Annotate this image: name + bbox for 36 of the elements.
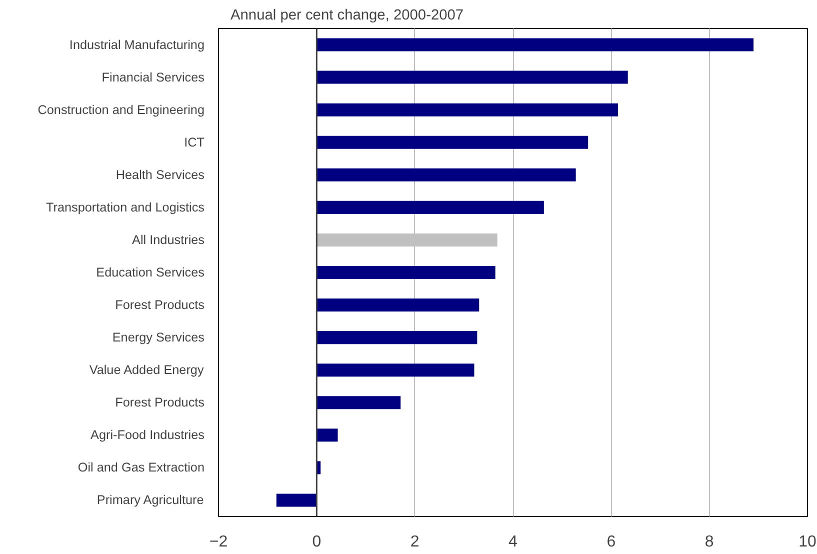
chart-title: Annual per cent change, 2000-2007: [230, 8, 464, 24]
y-tick-label: Education Services: [96, 266, 205, 280]
y-tick-label: Oil and Gas Extraction: [78, 460, 205, 475]
bar: [316, 200, 544, 214]
bar: [316, 38, 754, 52]
y-tick-label: Industrial Manufacturing: [69, 38, 205, 52]
y-tick-label: Primary Agriculture: [96, 493, 204, 508]
x-tick-label: 6: [606, 534, 616, 550]
bar: [316, 428, 338, 442]
bar: [316, 266, 496, 280]
x-tick-label: 10: [798, 534, 816, 550]
x-tick-label: 4: [508, 534, 518, 550]
x-tick-label: 8: [704, 534, 714, 550]
y-tick-label: Agri-Food Industries: [90, 428, 205, 442]
y-tick-label: Value Added Energy: [89, 363, 204, 378]
y-tick-label: Construction and Engineering: [38, 102, 204, 117]
bar: [316, 331, 478, 344]
y-tick-label: ICT: [184, 135, 205, 150]
bar: [316, 364, 474, 377]
x-tick-label: 2: [410, 534, 420, 550]
y-tick-label: All Industries: [132, 232, 204, 247]
bar: [316, 70, 628, 84]
x-tick-label: −2: [209, 534, 228, 550]
y-tick-label: Forest Products: [115, 396, 205, 410]
y-tick-label: Forest Products: [115, 298, 205, 312]
bar: [316, 136, 588, 149]
bar: [316, 103, 618, 116]
y-tick-label: Transportation and Logistics: [46, 200, 205, 214]
x-tick-label: 0: [312, 534, 322, 550]
bar: [276, 494, 317, 507]
y-tick-label: Financial Services: [102, 70, 205, 84]
y-tick-label: Energy Services: [112, 330, 205, 345]
y-tick-label: Health Services: [116, 168, 205, 182]
bar: [316, 298, 480, 312]
bar: [316, 168, 576, 182]
bar: [316, 396, 401, 410]
